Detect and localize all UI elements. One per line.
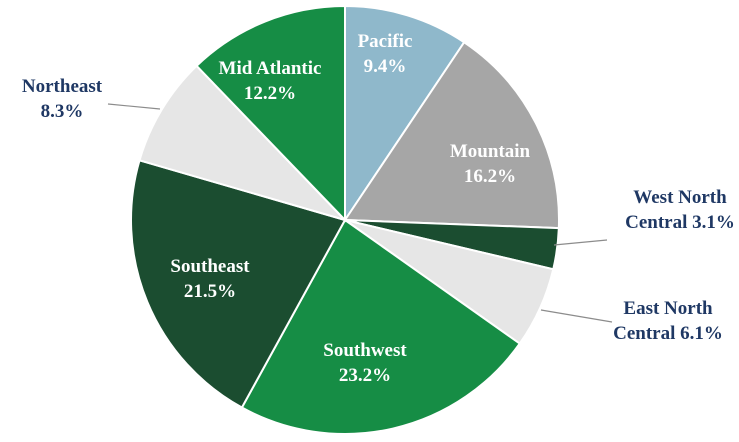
leader-line-west-north-central: [553, 239, 608, 246]
slice-label-northeast: Northeast 8.3%: [22, 76, 103, 122]
pie-slice-northeast: [138, 64, 349, 223]
pie-slice-mountain: [343, 40, 560, 230]
pie-slice-mid-atlantic: [195, 4, 346, 223]
slice-label-west-north-central: West North Central 3.1%: [625, 187, 735, 233]
pie-slice-southeast: [130, 159, 347, 409]
leader-lines: [107, 103, 613, 323]
pie-slice-pacific: [344, 4, 466, 224]
slice-label-mid-atlantic: Mid Atlantic 12.2%: [219, 58, 322, 104]
leader-line-east-north-central: [540, 309, 613, 323]
slice-label-pacific: Pacific 9.4%: [358, 31, 413, 77]
slice-label-southwest: Southwest 23.2%: [323, 340, 407, 386]
pie-slices: [130, 4, 560, 436]
slice-label-east-north-central: East North Central 6.1%: [613, 298, 723, 344]
slice-label-southeast: Southeast 21.5%: [170, 256, 250, 302]
pie-slice-southwest: [240, 218, 522, 436]
slice-label-mountain: Mountain 16.2%: [450, 141, 531, 187]
leader-line-northeast: [107, 103, 161, 110]
slice-labels: Pacific 9.4% Mountain 16.2% West North Centra…: [22, 31, 735, 386]
